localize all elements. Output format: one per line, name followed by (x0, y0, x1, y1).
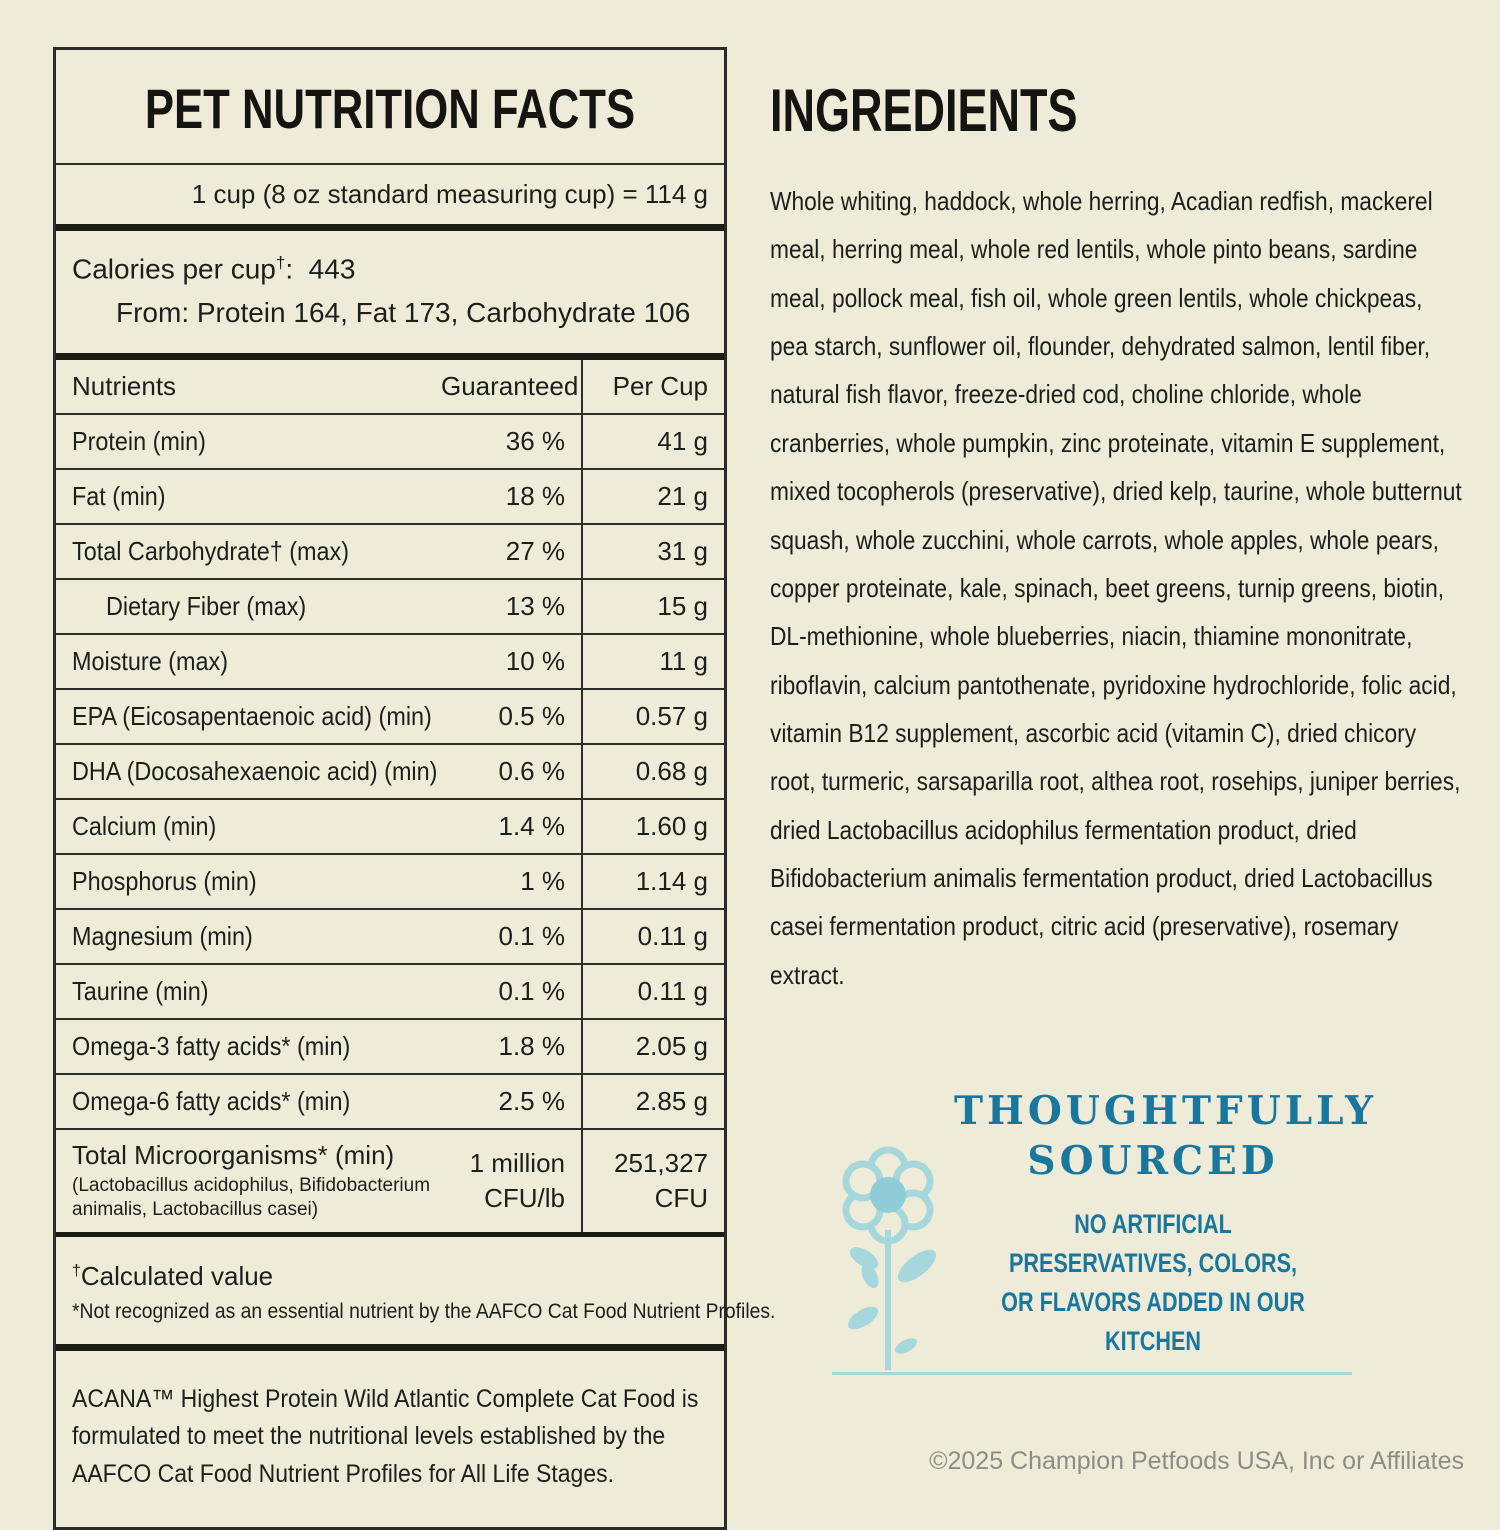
per-cup-value: 41 g (581, 415, 724, 469)
calories-value: : 443 (285, 253, 356, 285)
table-row: Fat (min) 18 % 21 g (56, 470, 724, 526)
sourced-title: THOUGHTFULLY SOURCED (954, 1088, 1377, 1185)
sourced-underline (832, 1372, 1352, 1376)
serving-size-line: 1 cup (8 oz standard measuring cup) = 11… (56, 165, 724, 231)
per-cup-value: 1.14 g (581, 855, 724, 909)
per-cup-value: 0.57 g (581, 690, 724, 744)
guaranteed-value: 1 % (520, 866, 565, 897)
footnote-aafco: *Not recognized as an essential nutrient… (72, 1299, 776, 1323)
table-row: Protein (min) 36 % 41 g (56, 415, 724, 471)
nutrients-table: Nutrients Guaranteed Per Cup Protein (mi… (56, 360, 724, 1232)
copyright-text: ©2025 Champion Petfoods USA, Inc or Affi… (929, 1447, 1464, 1475)
header-per-cup: Per Cup (581, 360, 724, 414)
calories-label: Calories per cup (72, 253, 276, 285)
header-nutrients: Nutrients (72, 371, 177, 402)
footnotes-section: †Calculated value *Not recognized as an … (56, 1231, 776, 1351)
table-row: Phosphorus (min) 1 % 1.14 g (56, 855, 724, 911)
guaranteed-value: 1.4 % (498, 811, 566, 842)
nutrient-name: Total Microorganisms* (min) (72, 1140, 395, 1171)
per-cup-value: 1.60 g (581, 800, 724, 854)
sourced-subtitle: NO ARTIFICIAL PRESERVATIVES, COLORS, OR … (1001, 1208, 1305, 1357)
header-guaranteed: Guaranteed (441, 371, 579, 402)
table-row: Taurine (min) 0.1 % 0.11 g (56, 965, 724, 1021)
nutrient-name: Taurine (min) (72, 976, 209, 1007)
guaranteed-value: 0.1 % (498, 921, 566, 952)
guaranteed-value: 1.8 % (498, 1031, 566, 1062)
per-cup-value: 0.11 g (581, 910, 724, 964)
table-row: EPA (Eicosapentaenoic acid) (min) 0.5 % … (56, 690, 724, 746)
ingredients-column: INGREDIENTS Whole whiting, haddock, whol… (770, 58, 1466, 1376)
per-cup-value: 21 g (581, 470, 724, 524)
nutrient-name: Omega-6 fatty acids* (min) (72, 1086, 351, 1117)
table-row: Moisture (max) 10 % 11 g (56, 635, 724, 691)
aafco-statement-section: ACANA™ Highest Protein Wild Atlantic Com… (56, 1351, 724, 1528)
per-cup-value: 2.85 g (581, 1075, 724, 1129)
table-row-microorganisms: Total Microorganisms* (min) (Lactobacill… (56, 1130, 724, 1232)
ingredients-title: INGREDIENTS (770, 77, 1078, 144)
table-row: Calcium (min) 1.4 % 1.60 g (56, 800, 724, 856)
per-cup-value: 31 g (581, 525, 724, 579)
guaranteed-value: 18 % (505, 481, 565, 512)
microorganisms-species: (Lactobacillus acidophilus, Bifidobacter… (72, 1175, 431, 1221)
ingredients-paragraph: Whole whiting, haddock, whole herring, A… (770, 186, 1462, 990)
footnote-dagger: † (72, 1262, 81, 1280)
per-cup-value: 0.68 g (581, 745, 724, 799)
flower-icon (842, 1146, 937, 1371)
guaranteed-value: 10 % (505, 646, 565, 677)
table-row: DHA (Docosahexaenoic acid) (min) 0.6 % 0… (56, 745, 724, 801)
nutrient-name: Calcium (min) (72, 811, 217, 842)
guaranteed-value: 2.5 % (498, 1086, 566, 1117)
facts-title: PET NUTRITION FACTS (144, 77, 636, 140)
facts-title-section: PET NUTRITION FACTS (56, 50, 724, 165)
guaranteed-value: 27 % (505, 536, 565, 567)
nutrient-name: Moisture (max) (72, 646, 229, 677)
table-row: Total Carbohydrate† (max) 27 % 31 g (56, 525, 724, 581)
nutrient-name: Omega-3 fatty acids* (min) (72, 1031, 351, 1062)
footnote-calculated: †Calculated value (72, 1260, 274, 1291)
table-row: Omega-6 fatty acids* (min) 2.5 % 2.85 g (56, 1075, 724, 1131)
nutrient-name: Protein (min) (72, 426, 206, 457)
guaranteed-value: 0.6 % (498, 756, 566, 787)
nutrient-name: Fat (min) (72, 481, 166, 512)
per-cup-value: 251,327 CFU (581, 1130, 724, 1232)
per-cup-value: 0.11 g (581, 965, 724, 1019)
guaranteed-value: 36 % (505, 426, 565, 457)
nutrient-name: Magnesium (min) (72, 921, 253, 952)
calories-section: Calories per cup†: 443 From: Protein 164… (56, 231, 724, 361)
guaranteed-value: 0.5 % (498, 701, 566, 732)
per-cup-value: 2.05 g (581, 1020, 724, 1074)
thoughtfully-sourced-block: THOUGHTFULLY SOURCED NO ARTIFICIAL PRESE… (832, 1065, 1377, 1376)
nutrient-name: Phosphorus (min) (72, 866, 257, 897)
sourced-text-block: THOUGHTFULLY SOURCED NO ARTIFICIAL PRESE… (954, 1065, 1377, 1361)
nutrient-name: Total Carbohydrate† (max) (72, 536, 350, 567)
nutrient-name: EPA (Eicosapentaenoic acid) (min) (72, 701, 432, 732)
nutrient-name: DHA (Docosahexaenoic acid) (min) (72, 756, 438, 787)
per-cup-value: 15 g (581, 580, 724, 634)
table-header-row: Nutrients Guaranteed Per Cup (56, 360, 724, 416)
guaranteed-value: 1 million CFU/lb (469, 1147, 565, 1214)
guaranteed-value: 13 % (505, 591, 565, 622)
guaranteed-value: 0.1 % (498, 976, 566, 1007)
nutrient-name: Dietary Fiber (max) (106, 591, 307, 622)
table-row: Dietary Fiber (max) 13 % 15 g (56, 580, 724, 636)
aafco-statement: ACANA™ Highest Protein Wild Atlantic Com… (72, 1384, 699, 1488)
nutrition-facts-box: PET NUTRITION FACTS 1 cup (8 oz standard… (53, 47, 776, 1530)
table-row: Omega-3 fatty acids* (min) 1.8 % 2.05 g (56, 1020, 724, 1076)
calories-line: Calories per cup†: 443 (72, 253, 708, 285)
calories-breakdown: From: Protein 164, Fat 173, Carbohydrate… (116, 297, 691, 329)
calories-dagger: † (275, 253, 286, 272)
per-cup-value: 11 g (581, 635, 724, 689)
table-row: Magnesium (min) 0.1 % 0.11 g (56, 910, 724, 966)
